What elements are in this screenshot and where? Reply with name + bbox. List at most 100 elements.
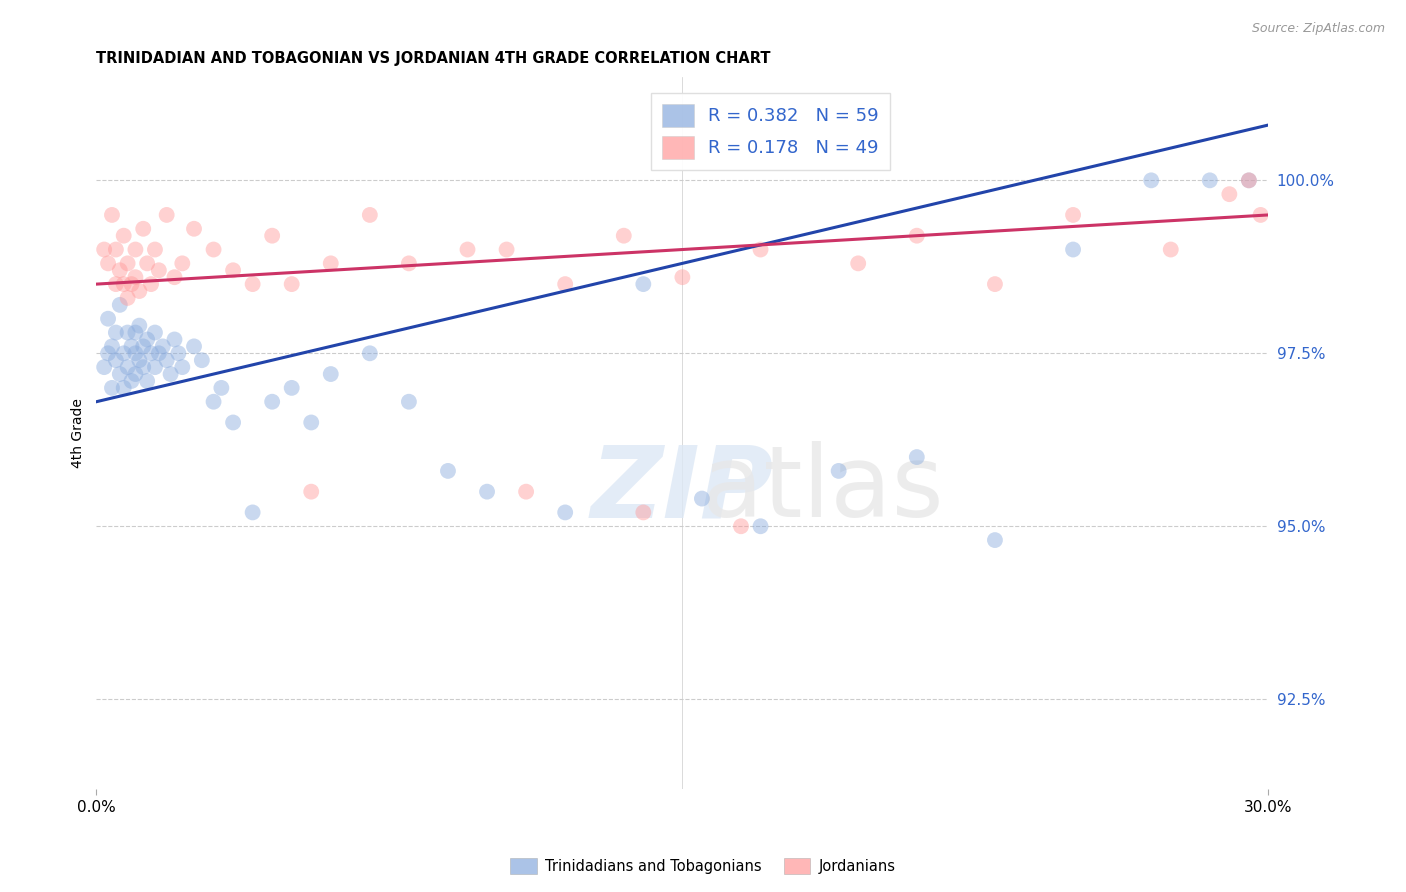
Y-axis label: 4th Grade: 4th Grade <box>72 398 86 467</box>
Point <box>104 353 127 368</box>
Point <box>690 491 713 506</box>
Point <box>280 277 302 292</box>
Point <box>984 533 1007 547</box>
Point <box>398 256 420 270</box>
Point <box>359 208 381 222</box>
Point <box>319 256 342 270</box>
Point <box>112 277 135 292</box>
Text: TRINIDADIAN AND TOBAGONIAN VS JORDANIAN 4TH GRADE CORRELATION CHART: TRINIDADIAN AND TOBAGONIAN VS JORDANIAN … <box>97 51 770 66</box>
Point <box>139 346 162 360</box>
Point <box>97 311 120 326</box>
Point <box>104 243 127 257</box>
Point <box>128 353 150 368</box>
Legend: Trinidadians and Tobagonians, Jordanians: Trinidadians and Tobagonians, Jordanians <box>505 852 901 880</box>
Point <box>101 381 124 395</box>
Point <box>905 450 928 464</box>
Point <box>117 326 139 340</box>
Point <box>93 360 115 375</box>
Point <box>124 243 146 257</box>
Point <box>613 228 636 243</box>
Point <box>117 360 139 375</box>
Point <box>359 346 381 360</box>
Point <box>143 360 166 375</box>
Point <box>172 256 194 270</box>
Point <box>457 243 479 257</box>
Point <box>554 505 576 519</box>
Point <box>121 277 143 292</box>
Point <box>1062 208 1084 222</box>
Point <box>299 484 322 499</box>
Point <box>163 270 186 285</box>
Point <box>117 291 139 305</box>
Point <box>97 346 120 360</box>
Point <box>104 277 127 292</box>
Point <box>437 464 460 478</box>
Point <box>159 367 181 381</box>
Point <box>132 360 155 375</box>
Point <box>475 484 498 499</box>
Point <box>515 484 537 499</box>
Point <box>495 243 517 257</box>
Text: ZIP: ZIP <box>591 442 773 539</box>
Point <box>136 256 159 270</box>
Point <box>319 367 342 381</box>
Point <box>139 277 162 292</box>
Point <box>846 256 869 270</box>
Point <box>730 519 752 533</box>
Point <box>101 339 124 353</box>
Point <box>222 263 245 277</box>
Point <box>1218 187 1240 202</box>
Point <box>1160 243 1182 257</box>
Point <box>191 353 214 368</box>
Point <box>148 346 170 360</box>
Point <box>132 339 155 353</box>
Point <box>117 256 139 270</box>
Point <box>156 353 179 368</box>
Point <box>905 228 928 243</box>
Point <box>136 333 159 347</box>
Point <box>128 318 150 333</box>
Point <box>984 277 1007 292</box>
Text: Source: ZipAtlas.com: Source: ZipAtlas.com <box>1251 22 1385 36</box>
Point <box>1250 208 1272 222</box>
Point <box>136 374 159 388</box>
Legend: R = 0.382   N = 59, R = 0.178   N = 49: R = 0.382 N = 59, R = 0.178 N = 49 <box>651 93 890 169</box>
Point <box>202 394 225 409</box>
Point <box>121 339 143 353</box>
Point <box>633 505 655 519</box>
Point <box>108 298 131 312</box>
Point <box>280 381 302 395</box>
Point <box>104 326 127 340</box>
Point <box>671 270 693 285</box>
Point <box>827 464 849 478</box>
Point <box>222 416 245 430</box>
Point <box>97 256 120 270</box>
Point <box>1237 173 1260 187</box>
Point <box>262 394 284 409</box>
Point <box>209 381 232 395</box>
Point <box>183 221 205 235</box>
Point <box>143 243 166 257</box>
Text: atlas: atlas <box>702 442 943 539</box>
Point <box>242 277 264 292</box>
Point <box>108 263 131 277</box>
Point <box>262 228 284 243</box>
Point <box>108 367 131 381</box>
Point <box>101 208 124 222</box>
Point <box>167 346 190 360</box>
Point <box>202 243 225 257</box>
Point <box>124 270 146 285</box>
Point <box>148 263 170 277</box>
Point <box>1198 173 1220 187</box>
Point <box>93 243 115 257</box>
Point <box>398 394 420 409</box>
Point <box>143 326 166 340</box>
Point <box>112 381 135 395</box>
Point <box>633 277 655 292</box>
Point <box>124 326 146 340</box>
Point <box>242 505 264 519</box>
Point <box>1237 173 1260 187</box>
Point <box>163 333 186 347</box>
Point <box>299 416 322 430</box>
Point <box>128 284 150 298</box>
